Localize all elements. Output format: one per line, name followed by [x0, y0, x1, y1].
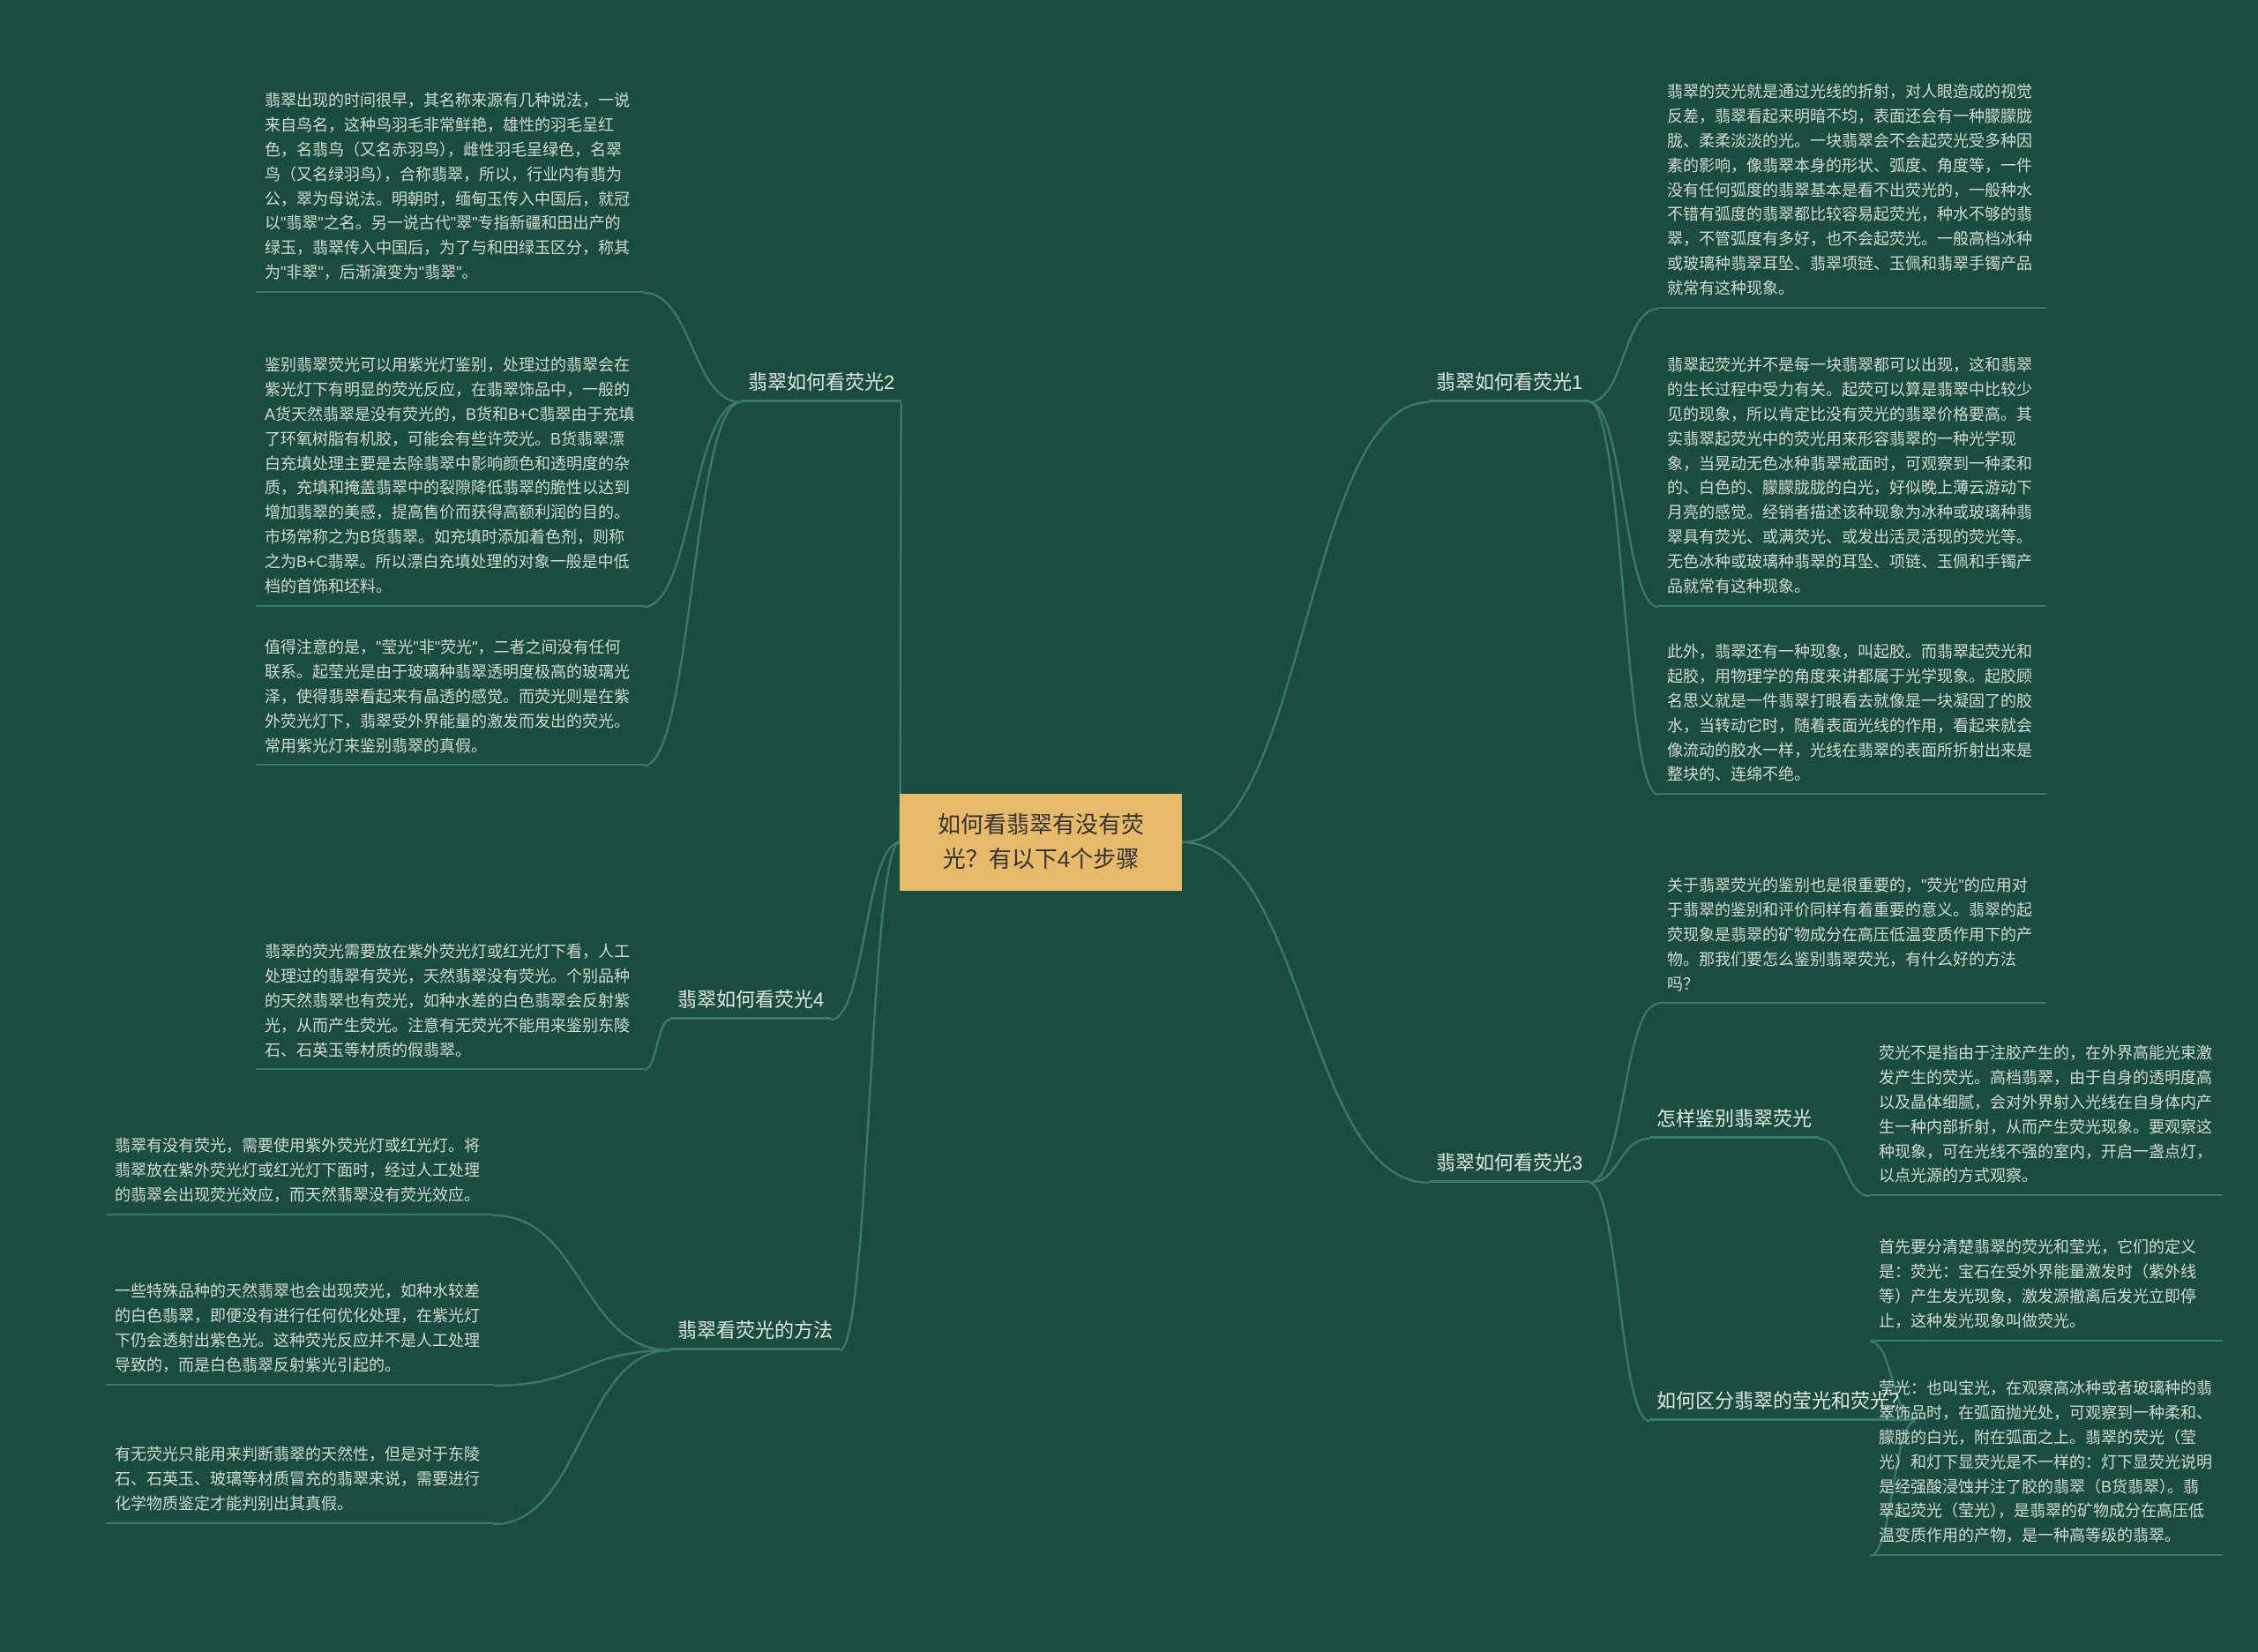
branch-b1: 翡翠如何看荧光1 — [1429, 366, 1589, 402]
leaf-2: 此外，翡翠还有一种现象，叫起胶。而翡翠起荧光和起胶，用物理学的角度来讲都属于光学… — [1658, 635, 2046, 795]
leaf-4: 鉴别翡翠荧光可以用紫光灯鉴别，处理过的翡翠会在紫光灯下有明显的荧光反应，在翡翠饰… — [256, 348, 644, 607]
branch-b4: 翡翠如何看荧光4 — [670, 983, 831, 1020]
leaf-1: 翡翠起荧光并不是每一块翡翠都可以出现，这和翡翠的生长过程中受力有关。起荧可以算是… — [1658, 348, 2046, 607]
leaf-12: 一些特殊品种的天然翡翠也会出现荧光，如种水较差的白色翡翠，即便没有进行任何优化处… — [106, 1275, 494, 1386]
leaf-6: 关于翡翠荧光的鉴别也是很重要的，"荧光"的应用对于翡翠的鉴别和评价同样有着重要的… — [1658, 869, 2046, 1004]
branch-b5: 翡翠看荧光的方法 — [670, 1314, 840, 1350]
leaf-13: 有无荧光只能用来判断翡翠的天然性，但是对于东陵石、石英玉、玻璃等材质冒充的翡翠来… — [106, 1438, 494, 1524]
branch-b3: 翡翠如何看荧光3 — [1429, 1147, 1589, 1183]
leaf-0: 翡翠的荧光就是通过光线的折射，对人眼造成的视觉反差，翡翠看起来明暗不均，表面还会… — [1658, 75, 2046, 309]
leaf-7: 荧光不是指由于注胶产生的，在外界高能光束激发产生的荧光。高档翡翠，由于自身的透明… — [1870, 1036, 2223, 1196]
leaf-11: 翡翠有没有荧光，需要使用紫外荧光灯或红光灯。将翡翠放在紫外荧光灯或红光灯下面时，… — [106, 1129, 494, 1215]
leaf-5: 值得注意的是，"莹光"非"荧光"，二者之间没有任何联系。起莹光是由于玻璃种翡翠透… — [256, 631, 644, 766]
branch-b2: 翡翠如何看荧光2 — [741, 366, 901, 402]
root-node: 如何看翡翠有没有荧光？有以下4个步骤 — [900, 794, 1182, 891]
leaf-10: 翡翠的荧光需要放在紫外荧光灯或红光灯下看，人工处理过的翡翠有荧光，天然翡翠没有荧… — [256, 935, 644, 1070]
mindmap-canvas: 如何看翡翠有没有荧光？有以下4个步骤 翡翠如何看荧光1 翡翠如何看荧光2 翡翠如何看荧… — [0, 0, 2258, 1652]
leaf-3: 翡翠出现的时间很早，其名称来源有几种说法，一说来自鸟名，这种鸟羽毛非常鲜艳，雄性… — [256, 84, 644, 293]
leaf-8: 首先要分清楚翡翠的荧光和莹光，它们的定义是：荧光：宝石在受外界能量激发时（紫外线… — [1870, 1230, 2223, 1342]
branch-b3a: 怎样鉴别翡翠荧光 — [1649, 1103, 1819, 1139]
leaf-9: 莹光：也叫宝光，在观察高冰种或者玻璃种的翡翠饰品时，在弧面抛光处，可观察到一种柔… — [1870, 1372, 2223, 1556]
